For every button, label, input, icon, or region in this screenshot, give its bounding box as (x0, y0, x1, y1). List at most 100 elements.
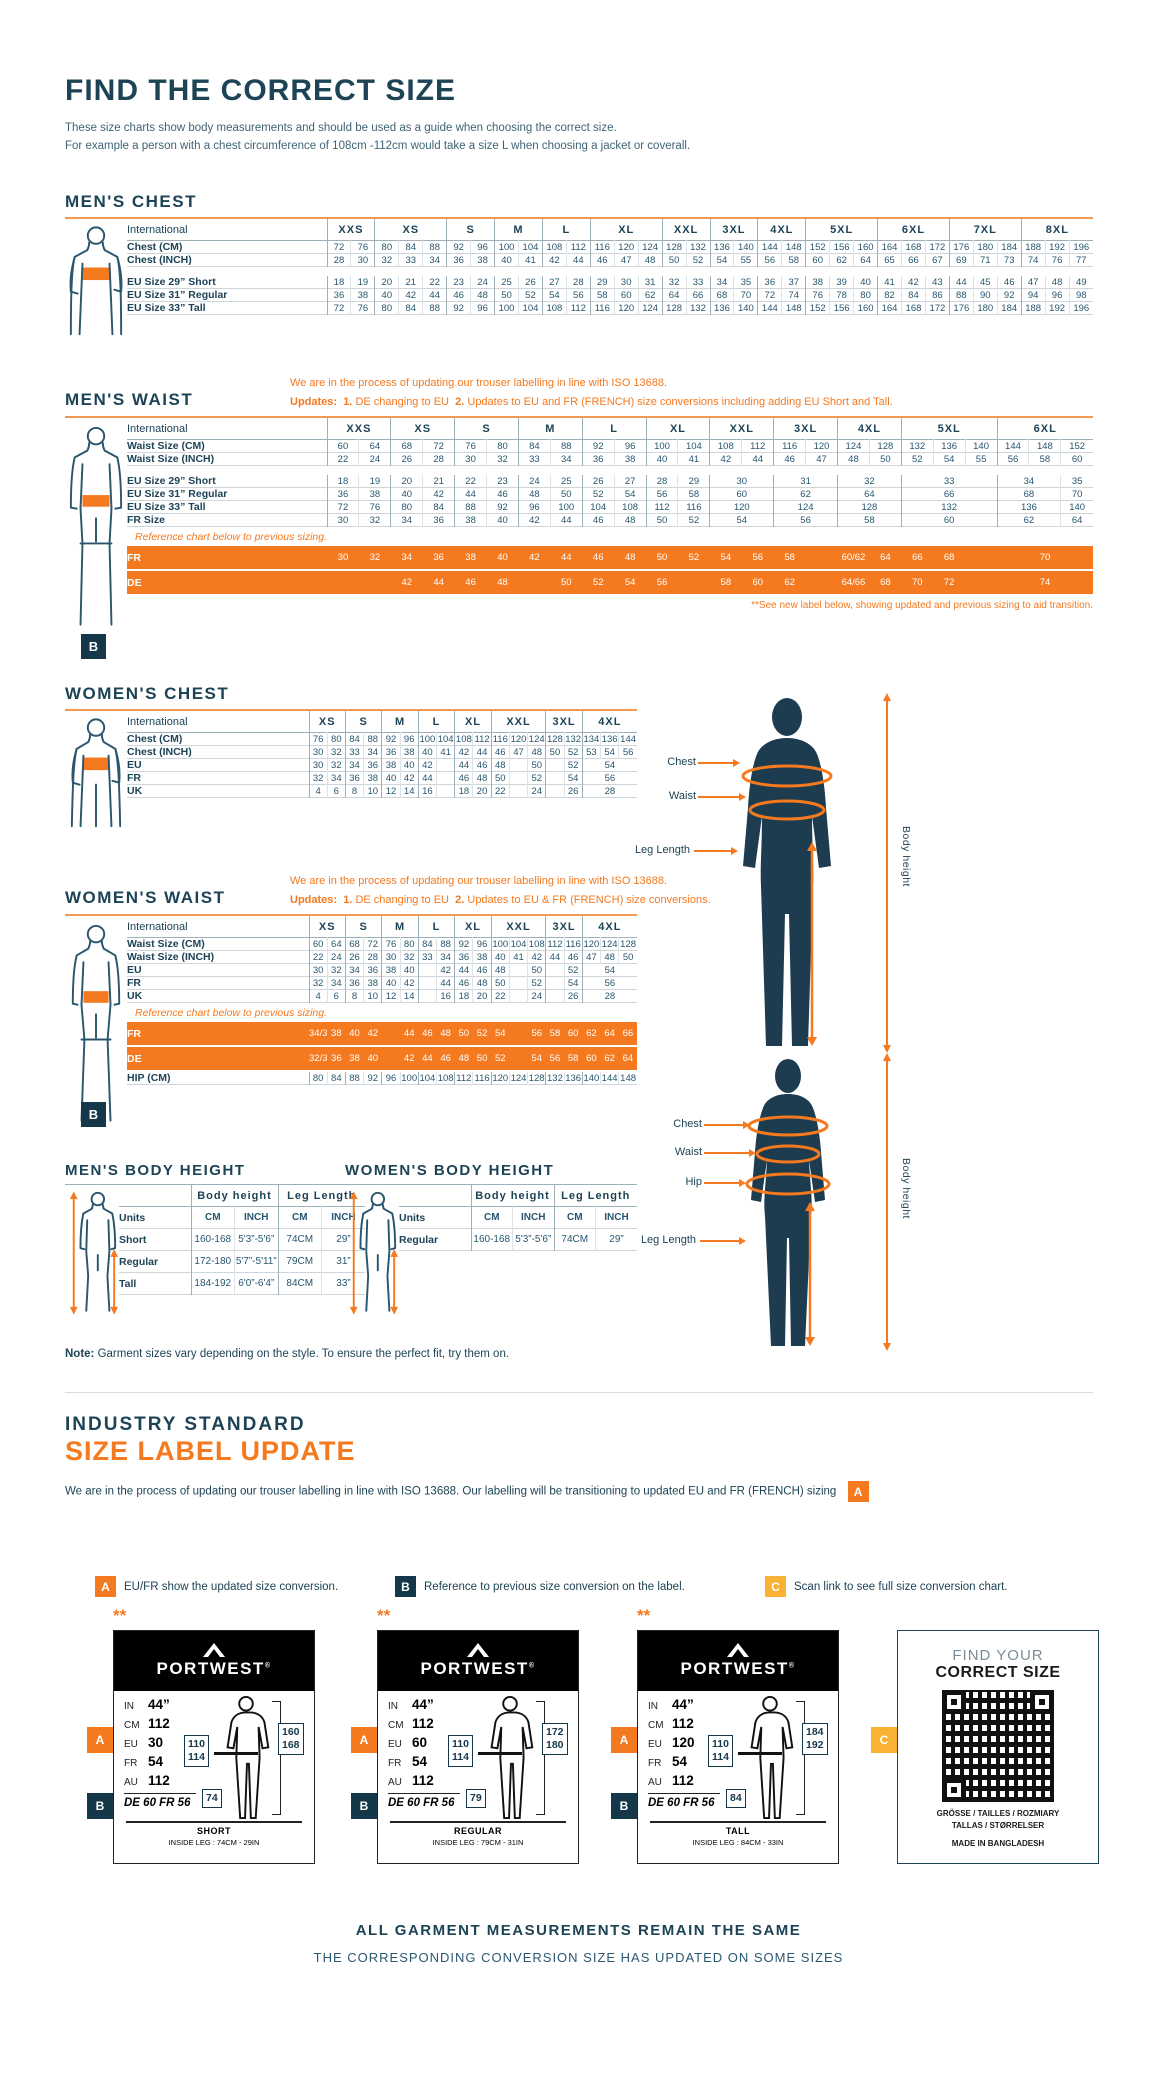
size-value: 21 (422, 475, 455, 488)
inside-leg-text: INSIDE LEG : 84CM - 33IN (692, 1838, 784, 1847)
size-value: 76 (350, 240, 375, 254)
legend-item-c: C Scan link to see full size conversion … (765, 1576, 1008, 1597)
size-value: 132 (685, 301, 710, 315)
table-row: FR 32 34 36 38 40 42 44 46 48 50 52 54 56 (127, 976, 637, 990)
size-value: 104 (417, 1071, 437, 1085)
size-value: 34 (344, 758, 364, 772)
size-value: 192 (1044, 301, 1070, 315)
size-column-header: 6XL (996, 418, 1093, 440)
mens-waist-iso-note: We are in the process of updating our tr… (290, 374, 1090, 413)
size-value: 76 (350, 301, 375, 315)
womens-waist-iso-note: We are in the process of updating our tr… (290, 872, 1010, 911)
badge-b: B (611, 1793, 637, 1819)
size-value (545, 976, 565, 990)
size-value: 32 (661, 276, 687, 289)
size-value: 46 (773, 452, 806, 466)
size-value: 160-168 (470, 1228, 513, 1251)
size-value (508, 963, 528, 977)
row-label: DE (127, 1052, 142, 1065)
size-value: 100 (494, 240, 519, 254)
size-value: 38 (470, 253, 495, 267)
size-value: 30 (381, 950, 401, 964)
size-value: 88 (454, 500, 487, 514)
size-value: 136 (599, 732, 619, 746)
size-value: 52 (527, 976, 546, 990)
table-row: EU Size 29” Short 18 19 20 21 22 23 24 25 26 27 28 2… (127, 276, 1093, 289)
size-value: 8 (344, 784, 364, 798)
size-value: 48 (440, 1028, 451, 1039)
size-column-header: XXS (326, 219, 375, 241)
size-value: 44 (454, 758, 473, 772)
size-value: 20 (374, 276, 399, 289)
size-value: 38 (381, 758, 401, 772)
row-label: EU Size 31” Regular (127, 488, 228, 500)
badge-b: B (395, 1576, 416, 1597)
size-value: 46 (446, 288, 471, 302)
size-value: 38 (349, 1053, 360, 1064)
size-value: 33 (417, 950, 437, 964)
size-column-header: L (417, 711, 455, 733)
size-value: 104 (436, 732, 455, 746)
size-value: 80 (390, 500, 423, 514)
size-value: 104 (518, 240, 543, 254)
mens-waist-size-grid: International XXS XS S M L XL XXL 3XL 4XL 5XL 6XL Wa… (127, 418, 1093, 596)
legend-text-a: EU/FR show the updated size conversion. (124, 1580, 339, 1593)
size-value: 10 (363, 989, 382, 1003)
size-value: 70 (1039, 552, 1051, 563)
size-value: 136 (996, 500, 1061, 514)
size-value: 55 (964, 452, 998, 466)
size-column-header: 4XL (581, 916, 637, 938)
size-value: 52 (563, 963, 583, 977)
size-value: 26 (390, 452, 423, 466)
row-label: FR (127, 1027, 141, 1040)
size-value: 28 (326, 253, 351, 267)
size-column-header: Leg Length (553, 1185, 637, 1207)
size-value (436, 784, 455, 798)
size-value: 92 (996, 288, 1022, 302)
size-value: 188 (1020, 240, 1046, 254)
size-value: 88 (436, 937, 455, 951)
table-row: Units CM INCH CM INCH (119, 1206, 365, 1229)
size-value: 46 (490, 745, 510, 759)
size-value: 39 (829, 276, 854, 289)
size-value: 36 (381, 745, 401, 759)
size-value (509, 1046, 527, 1071)
size-value: 40 (417, 745, 437, 759)
size-value: 120 (581, 937, 601, 951)
table-row: Waist Size (CM) 60 64 68 72 76 80 84 88 92 96 100 10… (127, 439, 1093, 453)
qr-finder-icon (942, 1778, 966, 1802)
size-value: 104 (518, 301, 543, 315)
womens-body-height-table: Body height Leg Length Units CM INCH CM INCH Re… (345, 1184, 637, 1315)
size-value: 46 (581, 513, 615, 527)
size-value: 184-192 (190, 1272, 235, 1295)
size-value: 112 (565, 240, 591, 254)
size-value: 56 (656, 577, 668, 588)
size-value: 116 (589, 240, 615, 254)
row-label: FR Size (127, 514, 165, 526)
size-value: 80 (486, 439, 519, 453)
size-value: 52 (527, 771, 546, 785)
size-value: 46 (996, 276, 1022, 289)
size-value: 156 (829, 240, 854, 254)
size-value: 60/62 (841, 552, 866, 563)
size-value: 36 (363, 758, 382, 772)
size-column-header: 6XL (877, 219, 950, 241)
womens-waist-table: International XS S M L XL XXL 3XL 4XL Waist Size … (65, 914, 637, 1127)
height-bracket-icon (796, 1701, 805, 1815)
size-value: 24 (326, 950, 346, 964)
size-value: 47 (613, 253, 639, 267)
size-value: 26 (581, 475, 615, 488)
size-value: 54 (599, 745, 619, 759)
row-label: Chest (CM) (127, 733, 183, 745)
size-value: 108 (454, 732, 473, 746)
size-value: 196 (1068, 240, 1093, 254)
size-value: 24 (527, 784, 546, 798)
size-value: 54 (709, 513, 774, 527)
size-value: 50 (458, 1028, 470, 1039)
find-your-size-card: FIND YOUR CORRECT SIZE GRÖSSE / TAILLES … (871, 1630, 1099, 1864)
size-value: 88 (344, 1071, 364, 1085)
size-value: 50 (527, 963, 546, 977)
size-value (359, 570, 391, 595)
badge-a: A (87, 1727, 113, 1753)
size-value: 46 (486, 487, 519, 501)
